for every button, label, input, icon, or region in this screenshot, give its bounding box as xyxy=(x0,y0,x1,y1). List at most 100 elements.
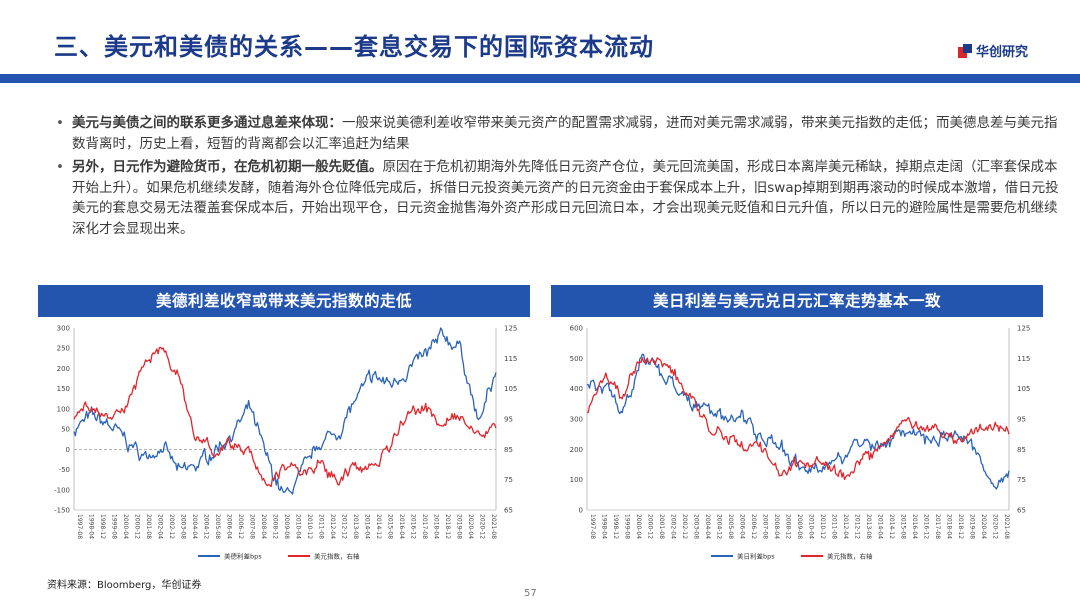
x-tick-label: 2014-12 xyxy=(888,514,895,539)
logo-icon xyxy=(958,43,972,58)
x-tick-label: 1998-04 xyxy=(88,514,95,539)
y-tick-label-left: 300 xyxy=(57,325,70,333)
x-tick-label: 2006-12 xyxy=(237,514,244,539)
x-tick-label: 2018-12 xyxy=(957,514,964,539)
x-tick-label: 2018-04 xyxy=(946,514,953,539)
legend-label: 美日利差bps xyxy=(737,552,775,561)
y-tick-label-right: 125 xyxy=(504,325,517,333)
x-tick-label: 2003-08 xyxy=(180,514,187,539)
y-tick-label-left: 100 xyxy=(57,405,70,413)
x-tick-label: 2004-12 xyxy=(716,514,723,539)
x-tick-label: 2006-04 xyxy=(226,514,233,539)
page-title: 三、美元和美债的关系——套息交易下的国际资本流动 xyxy=(54,33,654,61)
x-tick-label: 2021-08 xyxy=(490,514,497,539)
x-tick-label: 2010-04 xyxy=(295,514,302,539)
y-tick-label-right: 75 xyxy=(504,476,513,484)
x-tick-label: 2020-12 xyxy=(479,514,486,539)
y-tick-label-left: 0 xyxy=(66,446,70,454)
x-tick-label: 2021-08 xyxy=(1003,514,1010,539)
x-tick-label: 2019-08 xyxy=(456,514,463,539)
x-tick-label: 1997-08 xyxy=(589,514,596,539)
x-tick-label: 2011-08 xyxy=(318,514,325,539)
legend-label: 美德利差bps xyxy=(224,552,262,561)
bullet-item: 另外，日元作为避险货币，在危机初期一般先贬值。原因在于危机初期海外先降低日元资产… xyxy=(56,157,1066,239)
x-tick-label: 1998-04 xyxy=(601,514,608,539)
y-tick-label-left: 0 xyxy=(579,507,583,515)
x-tick-label: 2011-08 xyxy=(831,514,838,539)
x-tick-label: 2001-08 xyxy=(658,514,665,539)
bullet-text: 原因在于危机初期海外先降低日元资产仓位，美元回流美国，形成日本离岸美元稀缺，掉期… xyxy=(72,159,1059,237)
y-tick-label-left: -150 xyxy=(54,507,70,515)
x-tick-label: 2006-12 xyxy=(750,514,757,539)
x-tick-label: 2012-12 xyxy=(341,514,348,539)
y-tick-label-left: 200 xyxy=(57,365,70,373)
y-tick-label-left: -50 xyxy=(59,466,70,474)
y-tick-label-left: -100 xyxy=(54,486,70,494)
x-tick-label: 2000-04 xyxy=(635,514,642,539)
x-tick-label: 2015-08 xyxy=(387,514,394,539)
y-tick-label-left: 250 xyxy=(57,345,70,353)
x-tick-label: 2017-08 xyxy=(421,514,428,539)
x-tick-label: 2018-04 xyxy=(433,514,440,539)
bullet-heading: 另外，日元作为避险货币，在危机初期一般先贬值。 xyxy=(72,159,383,175)
x-tick-label: 2014-04 xyxy=(877,514,884,539)
y-tick-label-left: 500 xyxy=(570,355,583,363)
bullet-heading: 美元与美债之间的联系更多通过息差来体现： xyxy=(72,115,342,131)
x-tick-label: 2016-04 xyxy=(398,514,405,539)
y-tick-label-right: 105 xyxy=(1017,385,1030,393)
x-tick-label: 1997-08 xyxy=(76,514,83,539)
x-tick-label: 2010-12 xyxy=(306,514,313,539)
x-tick-label: 2004-04 xyxy=(704,514,711,539)
x-tick-label: 2008-12 xyxy=(272,514,279,539)
x-tick-label: 2003-08 xyxy=(693,514,700,539)
y-tick-label-right: 125 xyxy=(1017,325,1030,333)
legend-label: 美元指数，右轴 xyxy=(827,552,873,561)
x-tick-label: 2002-12 xyxy=(681,514,688,539)
x-tick-label: 2016-12 xyxy=(923,514,930,539)
x-tick-label: 2008-04 xyxy=(773,514,780,539)
x-tick-label: 2004-12 xyxy=(203,514,210,539)
x-tick-label: 2002-12 xyxy=(168,514,175,539)
x-tick-label: 2005-08 xyxy=(727,514,734,539)
y-tick-label-right: 115 xyxy=(1017,355,1030,363)
x-tick-label: 1998-12 xyxy=(612,514,619,539)
x-tick-label: 2018-12 xyxy=(444,514,451,539)
y-tick-label-left: 600 xyxy=(570,325,583,333)
y-tick-label-left: 400 xyxy=(570,385,583,393)
x-tick-label: 2009-08 xyxy=(796,514,803,539)
y-tick-label-left: 50 xyxy=(61,426,70,434)
chart-banner-right: 美日利差与美元兑日元汇率走势基本一致 xyxy=(551,285,1043,317)
x-tick-label: 2000-12 xyxy=(134,514,141,539)
x-tick-label: 2020-04 xyxy=(980,514,987,539)
x-tick-label: 2005-08 xyxy=(214,514,221,539)
y-tick-label-left: 100 xyxy=(570,476,583,484)
x-tick-label: 2007-08 xyxy=(249,514,256,539)
chart-left: -150 -100 -50 0 50 100 150 200 250 300 65 75 85 95 105… xyxy=(54,325,517,561)
y-tick-label-right: 65 xyxy=(1017,507,1026,515)
x-tick-label: 1999-08 xyxy=(111,514,118,539)
x-tick-label: 2002-04 xyxy=(670,514,677,539)
bullet-item: 美元与美债之间的联系更多通过息差来体现：一般来说美德利差收窄带来美元资产的配置需… xyxy=(56,113,1066,154)
page-number: 57 xyxy=(524,588,537,599)
series-line xyxy=(586,353,1010,490)
source-note: 资料来源：Bloomberg，华创证券 xyxy=(47,580,202,591)
x-tick-label: 2007-08 xyxy=(762,514,769,539)
x-tick-label: 2012-04 xyxy=(329,514,336,539)
x-tick-label: 2009-08 xyxy=(283,514,290,539)
x-tick-label: 2016-12 xyxy=(410,514,417,539)
x-tick-label: 2017-08 xyxy=(934,514,941,539)
x-tick-label: 2004-04 xyxy=(191,514,198,539)
x-tick-label: 2014-04 xyxy=(364,514,371,539)
x-tick-label: 2001-08 xyxy=(145,514,152,539)
x-tick-label: 2013-08 xyxy=(865,514,872,539)
x-tick-label: 2010-04 xyxy=(808,514,815,539)
y-tick-label-right: 75 xyxy=(1017,476,1026,484)
x-tick-label: 2016-04 xyxy=(911,514,918,539)
x-tick-label: 2020-04 xyxy=(467,514,474,539)
x-tick-label: 2014-12 xyxy=(375,514,382,539)
chart-banner-left: 美德利差收窄或带来美元指数的走低 xyxy=(38,285,530,317)
logo: 华创研究 xyxy=(958,41,1028,60)
logo-text: 华创研究 xyxy=(976,45,1029,60)
y-tick-label-right: 65 xyxy=(504,507,513,515)
title-rule xyxy=(0,74,1080,83)
